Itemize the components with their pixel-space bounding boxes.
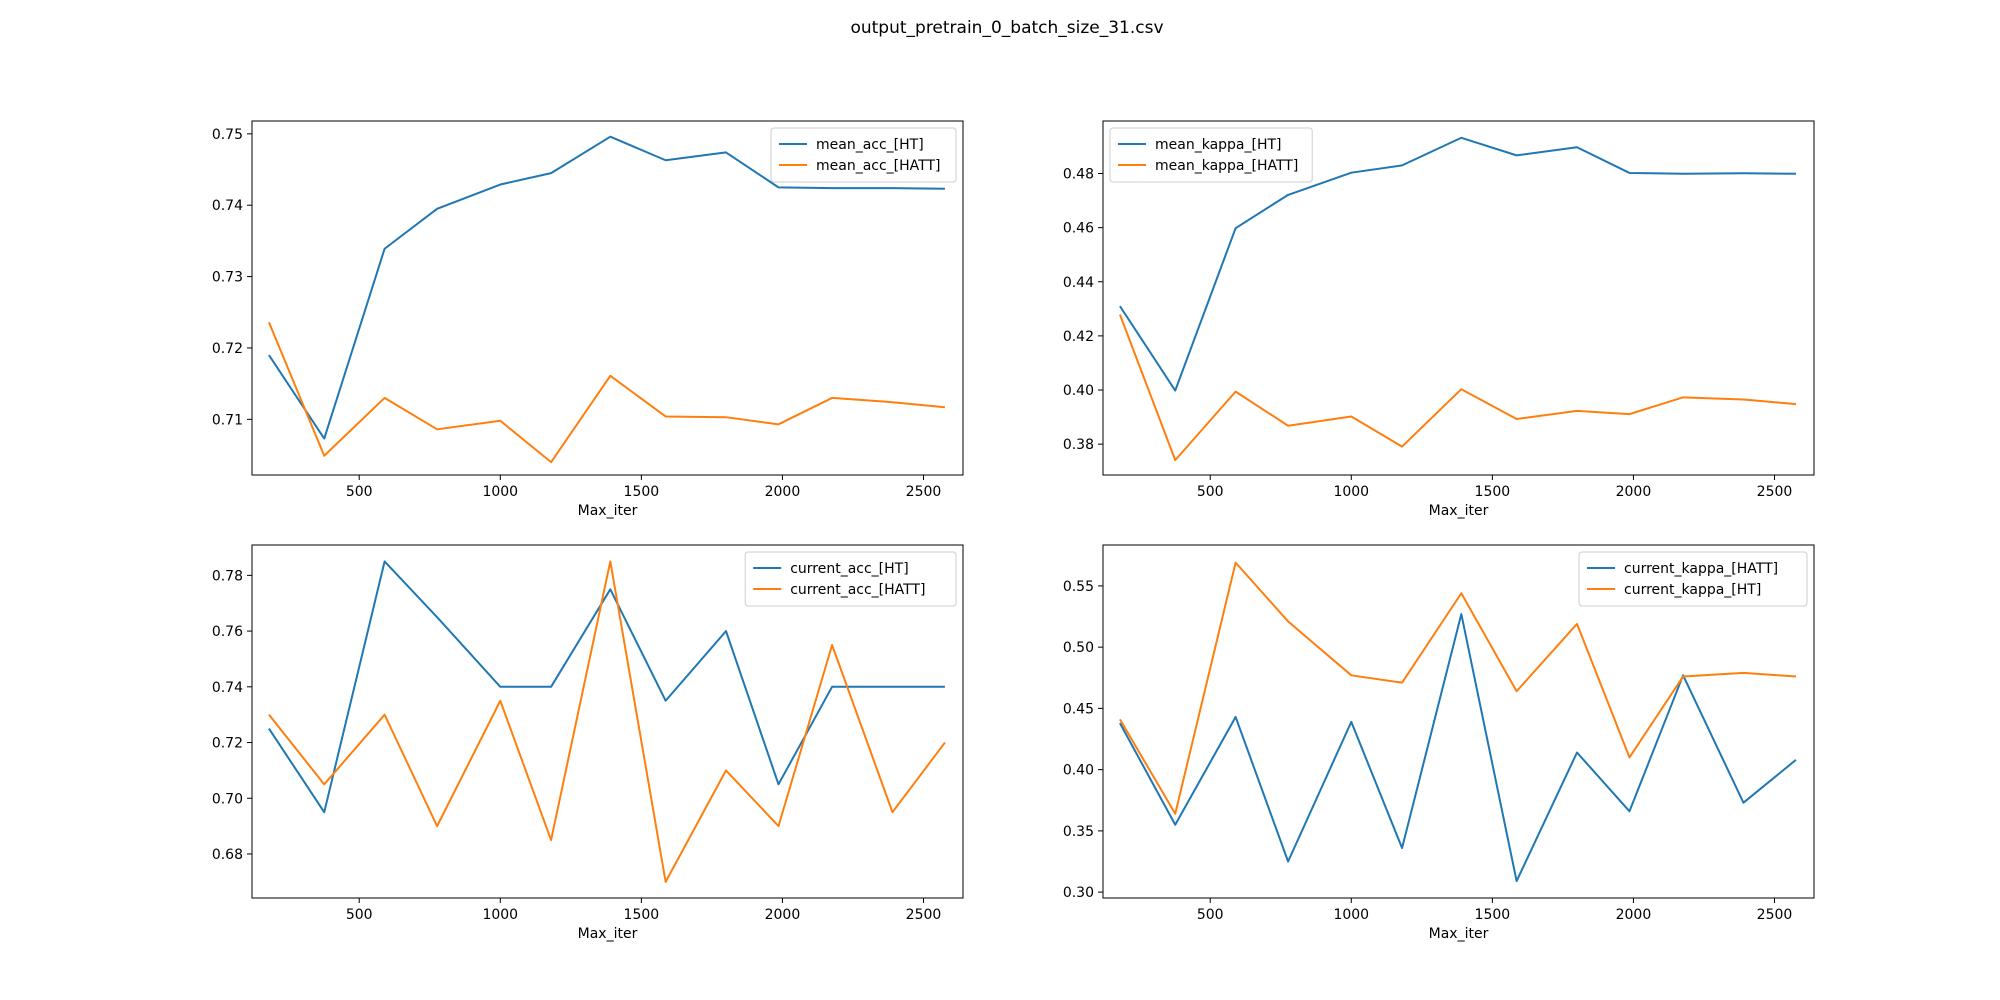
x-tick-label: 2000 [1616,484,1652,500]
y-tick-label: 0.68 [212,847,243,863]
x-tick-label: 2500 [906,907,942,923]
legend-label: mean_acc_[HT] [816,137,924,153]
y-tick-label: 0.70 [212,791,243,807]
x-tick-label: 2500 [1757,907,1793,923]
y-tick-label: 0.30 [1063,885,1094,901]
series-line-0 [1119,613,1797,883]
series-line-1 [268,321,946,464]
y-tick-label: 0.75 [212,127,243,143]
figure-title: output_pretrain_0_batch_size_31.csv [850,18,1163,38]
y-tick-label: 0.72 [212,341,243,357]
legend-label: current_kappa_[HATT] [1624,561,1778,577]
y-tick-label: 0.50 [1063,640,1094,656]
y-tick-label: 0.78 [212,568,243,584]
x-tick-label: 1500 [1475,484,1511,500]
legend-label: current_acc_[HT] [790,561,908,577]
x-tick-label: 1000 [1333,907,1369,923]
y-tick-label: 0.45 [1063,701,1094,717]
subplot-mean-acc: 500 1000 1500 2000 2500 0.71 0.72 0.73 0.74 0.75 M… [212,120,964,519]
subplot-mean-kappa: 500 1000 1500 2000 2500 0.38 0.40 0.42 0.44 0.46 0… [1063,120,1815,519]
y-tick-label: 0.35 [1063,824,1094,840]
x-tick-label: 500 [346,907,373,923]
x-tick-label: 2000 [765,484,801,500]
x-tick-label: 500 [1197,484,1224,500]
y-tick-label: 0.46 [1063,221,1094,237]
legend-label: mean_acc_[HATT] [816,158,940,174]
axes-frame [1102,120,1815,476]
y-tick-label: 0.40 [1063,763,1094,779]
y-tick-label: 0.74 [212,680,243,696]
subplot-current-kappa: 500 1000 1500 2000 2500 0.30 0.35 0.40 0.45 0.50 0… [1063,544,1815,942]
y-tick-label: 0.48 [1063,167,1094,183]
legend: current_acc_[HT] current_acc_[HATT] [744,551,957,607]
x-tick-label: 1000 [482,484,518,500]
x-tick-label: 2500 [1757,484,1793,500]
y-tick-label: 0.74 [212,198,243,214]
x-tick-label: 1000 [482,907,518,923]
legend-box [1578,551,1808,607]
legend-label: mean_kappa_[HT] [1155,137,1282,153]
y-tick-label: 0.42 [1063,329,1094,345]
y-tick-label: 0.55 [1063,579,1094,595]
legend: current_kappa_[HATT] current_kappa_[HT] [1578,551,1808,607]
y-tick-label: 0.72 [212,736,243,752]
axes-frame [1102,544,1815,899]
x-tick-label: 1500 [624,484,660,500]
axes-frame [251,544,964,899]
x-axis-label: Max_iter [578,926,638,942]
y-tick-label: 0.73 [212,270,243,286]
x-axis-label: Max_iter [1429,503,1489,519]
y-tick-label: 0.38 [1063,437,1094,453]
x-tick-label: 2500 [906,484,942,500]
y-tick-label: 0.44 [1063,275,1094,291]
subplot-current-acc: 500 1000 1500 2000 2500 0.68 0.70 0.72 0.74 0.76 0… [212,544,964,942]
x-axis-label: Max_iter [1429,926,1489,942]
x-tick-label: 1000 [1333,484,1369,500]
legend-label: current_kappa_[HT] [1624,582,1761,598]
x-tick-label: 1500 [624,907,660,923]
legend-box [770,127,957,183]
y-tick-label: 0.76 [212,624,243,640]
x-tick-label: 2000 [765,907,801,923]
legend-label: current_acc_[HATT] [790,582,925,598]
series-line-1 [1118,314,1797,462]
legend-box [1109,127,1313,183]
legend: mean_kappa_[HT] mean_kappa_[HATT] [1109,127,1313,183]
x-tick-label: 1500 [1475,907,1511,923]
x-tick-label: 500 [1197,907,1224,923]
x-axis-label: Max_iter [578,503,638,519]
y-tick-label: 0.71 [212,412,243,428]
legend-box [744,551,957,607]
axes-frame [251,120,964,476]
x-tick-label: 500 [346,484,373,500]
y-tick-label: 0.40 [1063,383,1094,399]
legend: mean_acc_[HT] mean_acc_[HATT] [770,127,957,183]
x-tick-label: 2000 [1616,907,1652,923]
legend-label: mean_kappa_[HATT] [1155,158,1298,174]
series-line-1 [268,560,946,883]
